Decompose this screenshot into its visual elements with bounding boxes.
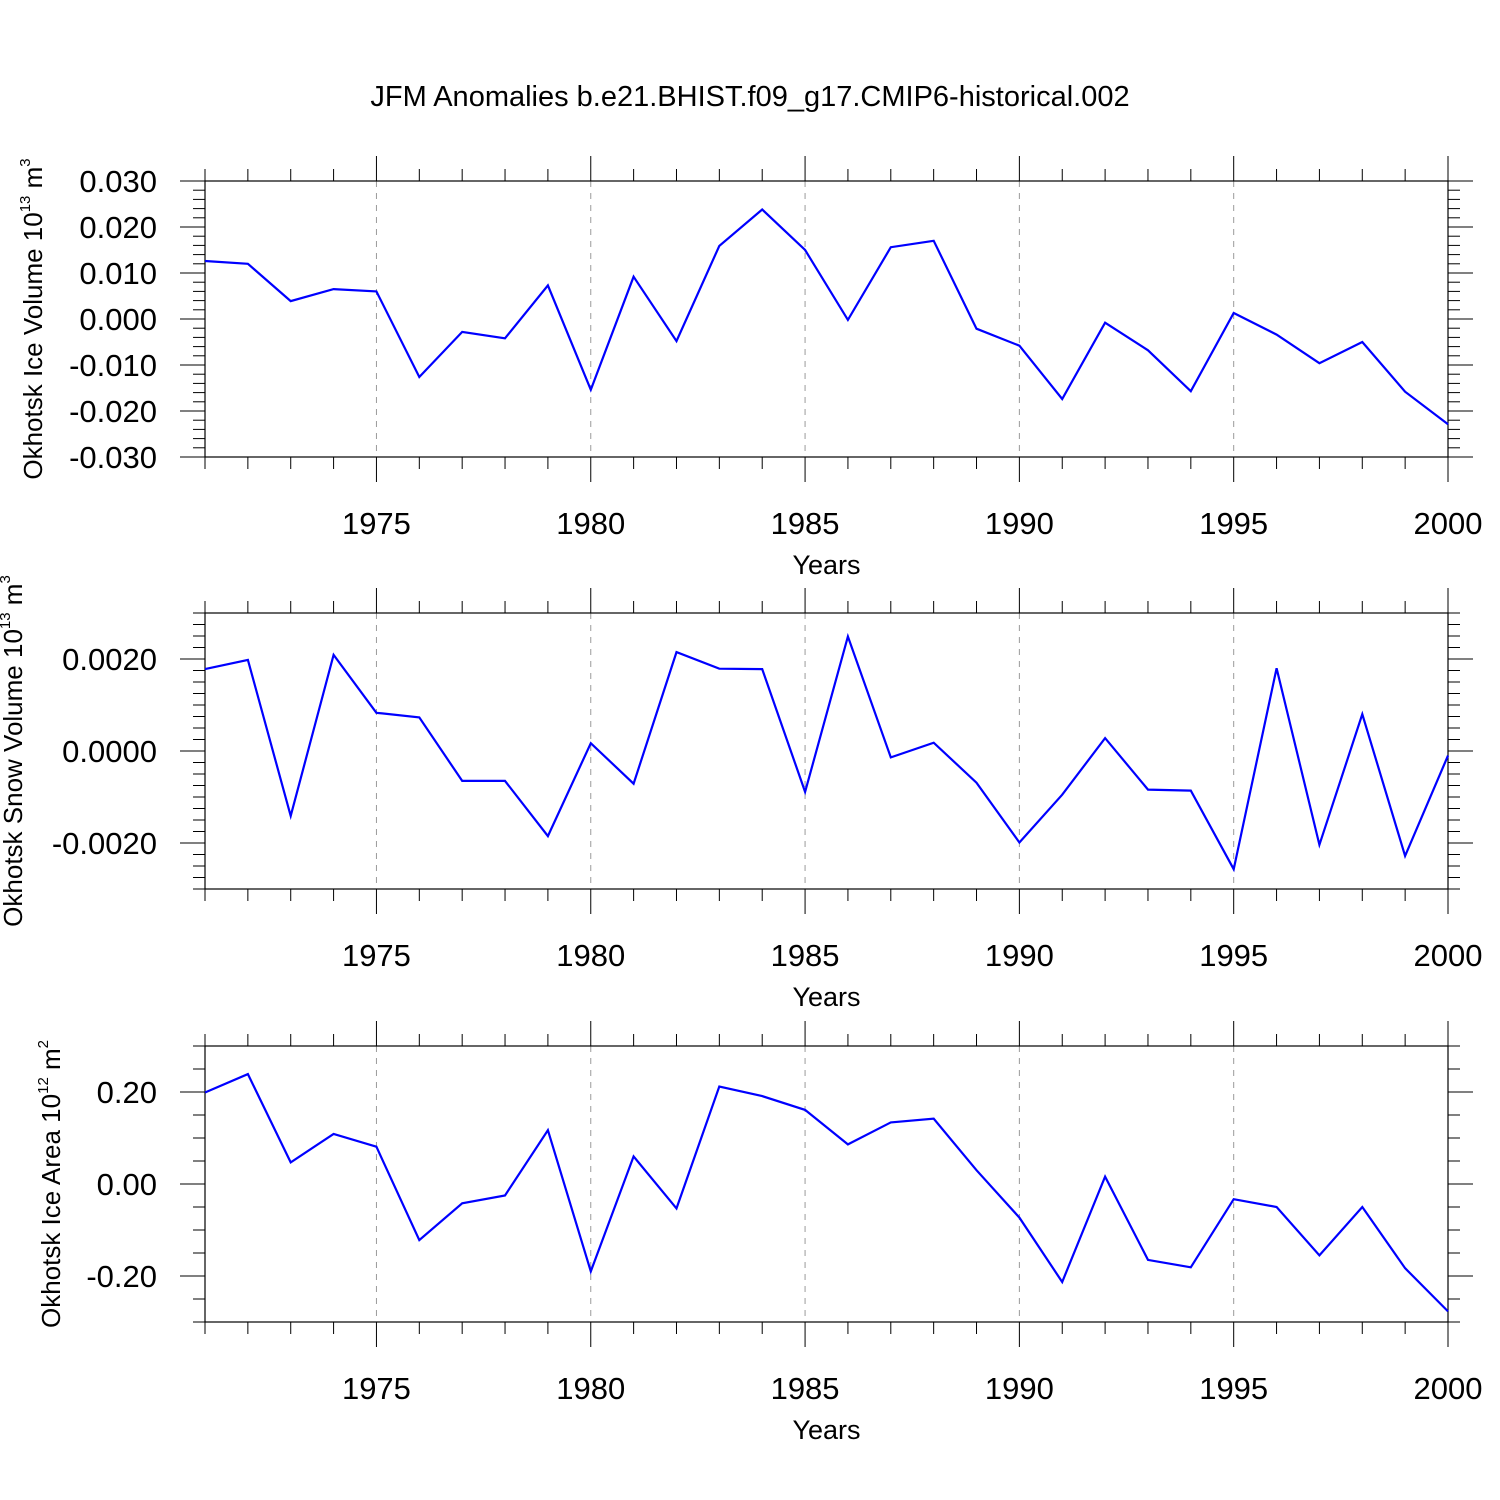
plot-frame xyxy=(204,612,1449,890)
x-tick-label: 1995 xyxy=(1199,938,1268,973)
x-tick-label: 2000 xyxy=(1414,938,1483,973)
x-tick-label: 1995 xyxy=(1199,506,1268,541)
y-tick-label: -0.20 xyxy=(86,1259,157,1294)
y-tick-label: 0.0020 xyxy=(62,642,157,677)
plot-frame xyxy=(204,1045,1449,1323)
y-tick-label: -0.010 xyxy=(69,348,157,383)
x-tick-label: 1980 xyxy=(556,938,625,973)
y-tick-label: -0.020 xyxy=(69,394,157,429)
x-tick-label: 1985 xyxy=(771,506,840,541)
x-tick-label: 1990 xyxy=(985,506,1054,541)
panel-3: 0.20 0.00 -0.20 1975 1980 1985 1990 1995 2000 Yea… xyxy=(35,1021,1482,1445)
y-axis-label: Okhotsk Ice Area 1012 m2 xyxy=(35,1040,66,1328)
y-tick-label: 0.020 xyxy=(79,210,157,245)
y-tick-label: 0.010 xyxy=(79,256,157,291)
x-tick-label: 1985 xyxy=(771,1371,840,1406)
y-tick-label: 0.0000 xyxy=(62,734,157,769)
x-tick-label: 1985 xyxy=(771,938,840,973)
x-tick-label: 1980 xyxy=(556,506,625,541)
chart-panels: 0.030 0.020 0.010 0.000 -0.010 -0.020 -0.030 19… xyxy=(0,156,1482,1445)
y-tick-label: 0.030 xyxy=(79,164,157,199)
y-tick-label: -0.0020 xyxy=(52,826,157,861)
x-tick-label: 1975 xyxy=(342,938,411,973)
y-axis-label: Okhotsk Ice Volume 1013 m3 xyxy=(17,158,48,479)
x-tick-label: 1975 xyxy=(342,1371,411,1406)
y-tick-label: 0.00 xyxy=(97,1167,157,1202)
x-tick-label: 2000 xyxy=(1414,506,1483,541)
series-line xyxy=(204,208,1449,426)
x-tick-label: 1995 xyxy=(1199,1371,1268,1406)
x-axis-label: Years xyxy=(792,982,860,1012)
y-tick-label: -0.030 xyxy=(69,440,157,475)
x-tick-label: 2000 xyxy=(1414,1371,1483,1406)
y-tick-label: 0.000 xyxy=(79,302,157,337)
x-tick-label: 1980 xyxy=(556,1371,625,1406)
series-line xyxy=(204,1072,1449,1313)
x-axis-label: Years xyxy=(792,550,860,580)
x-tick-label: 1990 xyxy=(985,938,1054,973)
y-tick-label: 0.20 xyxy=(97,1075,157,1110)
panel-2: 0.0020 0.0000 -0.0020 1975 1980 1985 1990 1995 2… xyxy=(0,575,1482,1012)
y-axis-label: Okhotsk Snow Volume 1013 m3 xyxy=(0,575,28,927)
x-tick-label: 1990 xyxy=(985,1371,1054,1406)
series-line xyxy=(204,632,1450,873)
x-axis-label: Years xyxy=(792,1415,860,1445)
x-tick-label: 1975 xyxy=(342,506,411,541)
figure-title: JFM Anomalies b.e21.BHIST.f09_g17.CMIP6-… xyxy=(370,81,1129,113)
panel-1: 0.030 0.020 0.010 0.000 -0.010 -0.020 -0.030 19… xyxy=(17,156,1482,580)
